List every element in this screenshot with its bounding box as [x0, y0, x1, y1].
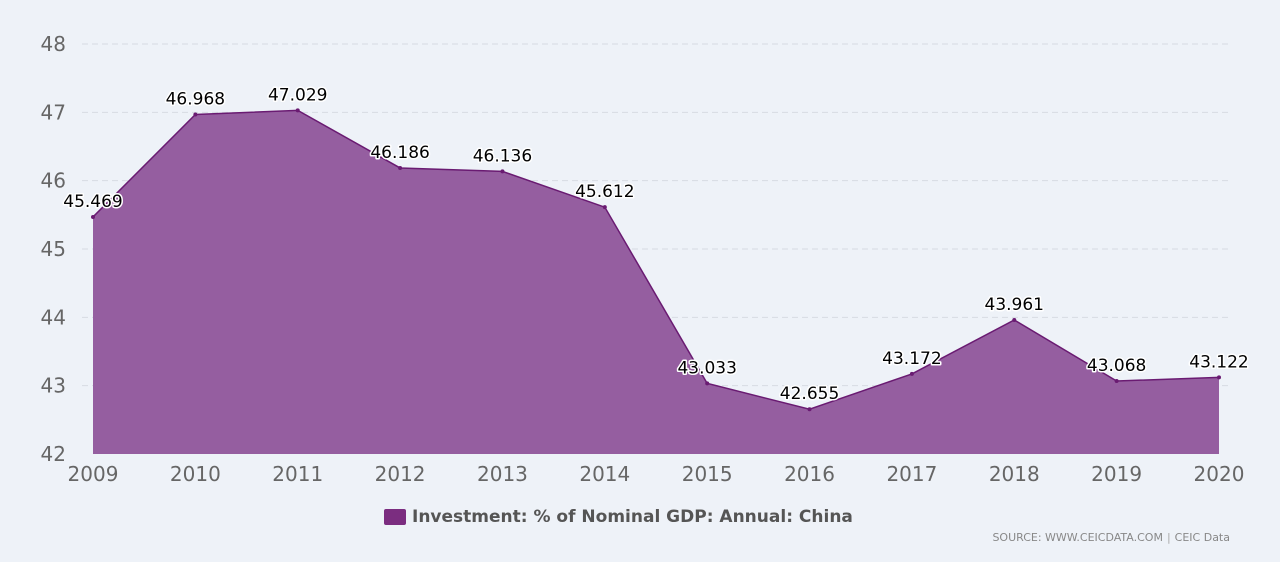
series-line	[92, 109, 1220, 411]
source-separator: |	[1166, 531, 1171, 544]
x-tick-label: 2011	[272, 462, 323, 486]
data-point	[1114, 379, 1119, 384]
data-label: 45.612	[575, 182, 634, 202]
data-label: 45.469	[63, 192, 122, 212]
x-tick-label: 2018	[989, 462, 1040, 486]
data-label: 42.655	[780, 384, 839, 404]
data-point	[295, 108, 300, 113]
data-label: 43.172	[882, 349, 941, 369]
data-point	[193, 112, 198, 117]
legend-label[interactable]: Investment: % of Nominal GDP: Annual: Ch…	[412, 507, 853, 527]
data-point	[705, 381, 710, 386]
data-label: 43.122	[1189, 352, 1248, 372]
x-tick-label: 2017	[886, 462, 937, 486]
data-point	[909, 371, 914, 376]
y-tick-label: 42	[41, 442, 66, 466]
source-credit: SOURCE: WWW.CEICDATA.COM | CEIC Data	[992, 531, 1230, 544]
data-point	[1217, 375, 1221, 380]
data-label: 43.068	[1087, 356, 1146, 376]
y-tick-label: 48	[41, 32, 66, 56]
y-tick-label: 46	[41, 169, 66, 193]
data-point	[398, 165, 403, 170]
data-label: 43.961	[985, 295, 1044, 315]
y-tick-label: 47	[41, 100, 66, 124]
source-brand[interactable]: CEIC Data	[1174, 531, 1230, 544]
x-tick-label: 2009	[68, 462, 119, 486]
x-tick-label: 2019	[1091, 462, 1142, 486]
data-label: 46.186	[370, 143, 429, 163]
y-tick-label: 43	[41, 374, 66, 398]
data-label: 43.033	[677, 358, 736, 378]
data-label: 47.029	[268, 85, 327, 105]
data-label: 46.968	[166, 90, 225, 110]
data-point	[602, 205, 607, 210]
source-text[interactable]: SOURCE: WWW.CEICDATA.COM	[992, 531, 1163, 544]
data-point	[500, 169, 505, 174]
x-tick-label: 2014	[579, 462, 630, 486]
x-tick-label: 2013	[477, 462, 528, 486]
area-fill	[93, 110, 1219, 454]
data-label: 46.136	[473, 146, 532, 166]
y-tick-label: 44	[41, 305, 66, 329]
x-tick-label: 2012	[375, 462, 426, 486]
x-tick-label: 2020	[1194, 462, 1245, 486]
legend-swatch	[384, 509, 406, 525]
data-point	[1012, 317, 1017, 322]
x-tick-label: 2015	[682, 462, 733, 486]
y-tick-label: 45	[41, 237, 66, 261]
x-tick-label: 2016	[784, 462, 835, 486]
data-point	[807, 407, 812, 412]
legend[interactable]: Investment: % of Nominal GDP: Annual: Ch…	[384, 506, 853, 528]
x-tick-label: 2010	[170, 462, 221, 486]
data-point	[91, 214, 95, 219]
